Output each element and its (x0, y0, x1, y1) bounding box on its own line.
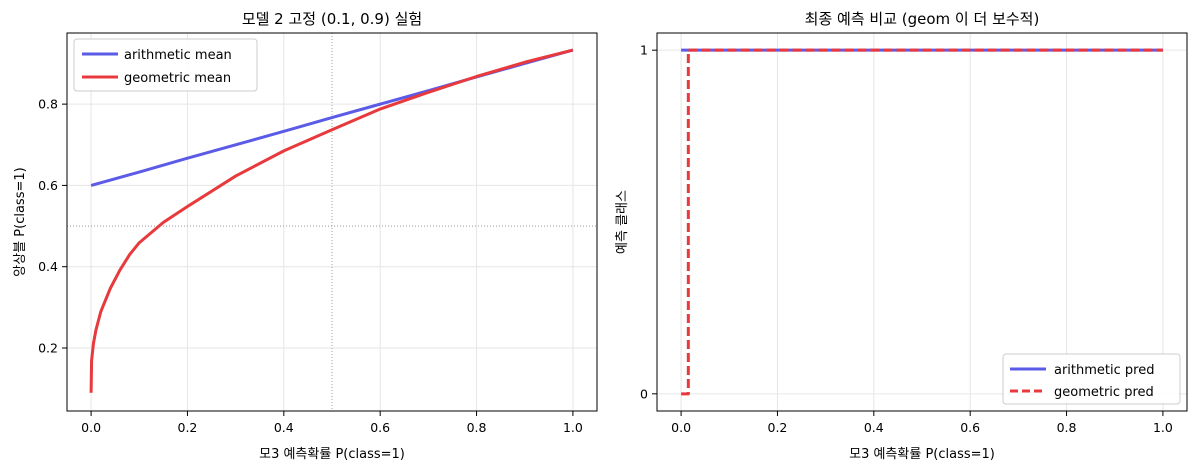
right-legend-arithmetic-label: arithmetic pred (1054, 363, 1154, 378)
right-chart: 최종 예측 비교 (geom 이 더 보수적) 0.0 0.2 0.4 0.6 0.8 1… (615, 10, 1188, 462)
left-x-tick-label: 0.8 (467, 420, 487, 435)
right-series-geometric (681, 48, 1163, 396)
left-x-ticks: 0.0 0.2 0.4 0.6 0.8 1.0 (81, 411, 583, 435)
right-series (681, 48, 1163, 396)
right-chart-title: 최종 예측 비교 (geom 이 더 보수적) (805, 10, 1040, 28)
left-legend-box (73, 38, 258, 92)
left-y-tick-label: 0.2 (38, 341, 58, 356)
left-plot-frame (66, 32, 598, 412)
right-x-tick-label: 0.4 (864, 420, 884, 435)
left-y-tick-label: 0.6 (38, 178, 58, 193)
right-legend-box (1002, 353, 1181, 405)
right-y-axis-label: 예측 클래스 (615, 190, 630, 254)
left-legend-geometric-label: geometric mean (124, 71, 231, 86)
right-x-ticks: 0.0 0.2 0.4 0.6 0.8 1.0 (671, 411, 1173, 435)
right-legend: arithmetic pred geometric pred (1002, 353, 1181, 405)
right-plot-frame (656, 32, 1188, 412)
right-x-tick-label: 0.0 (671, 420, 691, 435)
left-legend: arithmetic mean geometric mean (73, 38, 258, 92)
left-chart-title: 모델 2 고정 (0.1, 0.9) 실험 (242, 10, 422, 28)
left-x-tick-label: 0.4 (274, 420, 294, 435)
right-x-tick-label: 0.8 (1057, 420, 1077, 435)
right-x-tick-label: 1.0 (1153, 420, 1173, 435)
right-y-tick-label: 0 (640, 386, 648, 401)
left-y-tick-label: 0.8 (38, 97, 58, 112)
left-series (89, 48, 574, 393)
left-x-tick-label: 1.0 (563, 420, 583, 435)
right-y-tick-label: 1 (640, 43, 648, 58)
left-grid (67, 33, 597, 411)
left-x-tick-label: 0.2 (178, 420, 198, 435)
left-series-geometric (89, 48, 574, 393)
left-x-tick-label: 0.6 (370, 420, 390, 435)
left-y-ticks: 0.2 0.4 0.6 0.8 (38, 97, 67, 356)
right-x-tick-label: 0.2 (768, 420, 788, 435)
left-x-axis-label: 모3 예측확률 P(class=1) (259, 447, 405, 462)
right-y-ticks: 01 (640, 43, 657, 401)
left-legend-arithmetic-label: arithmetic mean (124, 48, 232, 63)
left-y-axis-label: 앙상블 P(class=1) (13, 167, 28, 276)
left-reference-lines (67, 33, 597, 411)
left-chart: 모델 2 고정 (0.1, 0.9) 실험 0.0 0.2 0.4 0.6 0.8 1.0… (13, 10, 598, 462)
left-x-tick-label: 0.0 (81, 420, 101, 435)
right-x-axis-label: 모3 예측확률 P(class=1) (849, 447, 995, 462)
right-legend-geometric-label: geometric pred (1054, 385, 1154, 400)
left-y-tick-label: 0.4 (38, 259, 58, 274)
right-x-tick-label: 0.6 (960, 420, 980, 435)
